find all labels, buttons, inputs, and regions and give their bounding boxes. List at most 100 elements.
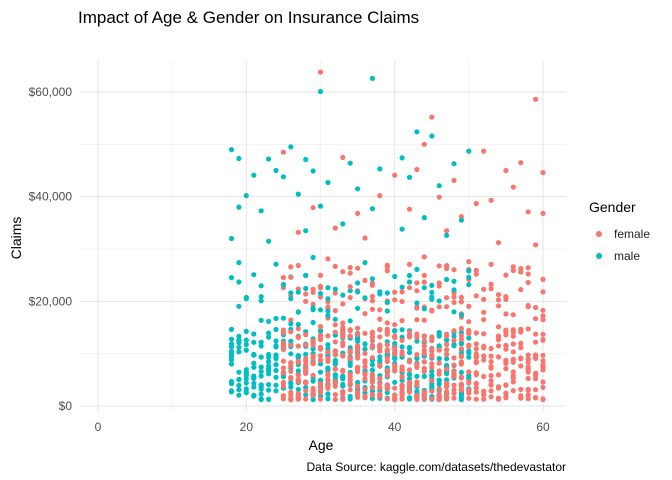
- data-point-female: [369, 355, 375, 361]
- data-point-female: [310, 289, 316, 295]
- data-point-female: [429, 396, 435, 402]
- data-point-female: [444, 341, 450, 348]
- data-point-male: [399, 327, 405, 333]
- data-point-female: [325, 358, 331, 364]
- data-point-female: [533, 395, 539, 401]
- data-point-female: [362, 358, 368, 364]
- data-point-female: [436, 304, 442, 310]
- data-point-male: [236, 303, 242, 309]
- data-point-female: [481, 373, 487, 380]
- data-point-female: [399, 289, 405, 295]
- data-point-male: [436, 183, 442, 189]
- data-point-female: [295, 394, 301, 400]
- data-point-female: [503, 294, 509, 300]
- y-tick-label: $60,000: [29, 85, 73, 99]
- data-point-female: [458, 359, 464, 365]
- data-point-female: [533, 371, 539, 377]
- data-point-female: [414, 394, 420, 401]
- data-point-female: [458, 353, 464, 359]
- data-point-female: [533, 331, 539, 337]
- data-point-female: [280, 274, 286, 281]
- data-point-female: [429, 334, 435, 340]
- legend-dot-male: [596, 253, 602, 259]
- data-point-male: [303, 392, 309, 398]
- data-point-female: [458, 299, 464, 305]
- data-point-female: [340, 396, 346, 402]
- data-point-female: [399, 318, 405, 324]
- data-point-female: [421, 365, 427, 371]
- data-point-male: [273, 261, 279, 267]
- data-point-male: [414, 266, 420, 272]
- data-point-male: [362, 295, 368, 301]
- data-point-female: [466, 319, 472, 325]
- data-point-female: [347, 294, 353, 301]
- data-point-female: [399, 366, 405, 372]
- data-point-male: [325, 391, 331, 397]
- data-point-female: [332, 396, 338, 403]
- data-point-female: [347, 264, 353, 271]
- data-point-male: [421, 285, 427, 291]
- data-point-female: [481, 148, 487, 154]
- data-point-male: [392, 273, 398, 280]
- data-point-female: [458, 214, 464, 220]
- data-point-female: [317, 396, 324, 402]
- data-point-female: [540, 364, 546, 370]
- data-point-female: [340, 391, 346, 397]
- data-point-female: [317, 69, 324, 75]
- data-point-male: [280, 282, 286, 288]
- data-point-male: [266, 330, 272, 336]
- data-point-female: [340, 343, 346, 349]
- data-point-female: [317, 324, 324, 330]
- data-point-female: [510, 379, 516, 385]
- data-point-female: [533, 353, 539, 359]
- data-point-female: [473, 380, 479, 386]
- data-point-male: [228, 147, 235, 153]
- data-point-female: [503, 311, 509, 317]
- data-point-male: [266, 318, 272, 324]
- data-point-female: [355, 394, 361, 400]
- data-point-male: [288, 321, 294, 327]
- data-point-female: [406, 381, 413, 387]
- data-point-male: [406, 396, 413, 402]
- data-point-male: [273, 344, 279, 350]
- data-point-male: [355, 186, 361, 192]
- data-point-male: [317, 203, 324, 209]
- data-point-female: [317, 333, 324, 339]
- data-point-male: [236, 376, 242, 383]
- data-point-male: [228, 388, 235, 394]
- data-point-female: [317, 272, 324, 278]
- data-point-male: [243, 347, 249, 353]
- data-point-female: [347, 371, 353, 377]
- data-point-male: [243, 193, 249, 199]
- data-point-female: [332, 263, 338, 269]
- data-point-male: [303, 285, 309, 292]
- data-point-male: [429, 133, 435, 139]
- data-point-female: [525, 209, 531, 215]
- data-point-female: [347, 284, 353, 290]
- data-point-male: [273, 388, 279, 394]
- data-point-female: [414, 352, 420, 358]
- data-point-female: [436, 371, 442, 377]
- data-point-female: [377, 326, 383, 333]
- data-point-female: [362, 330, 368, 336]
- data-point-female: [473, 351, 479, 357]
- data-point-female: [473, 330, 479, 336]
- data-point-female: [325, 304, 331, 310]
- data-point-female: [369, 293, 375, 299]
- data-point-male: [406, 371, 413, 378]
- data-point-female: [317, 381, 324, 387]
- data-point-female: [451, 395, 457, 401]
- data-point-female: [421, 338, 427, 344]
- data-point-female: [436, 393, 442, 399]
- data-point-female: [325, 256, 331, 262]
- data-point-female: [421, 279, 427, 285]
- data-point-female: [332, 349, 338, 355]
- x-axis-ticks: 0 20 40 60: [95, 420, 550, 434]
- x-tick-label: 60: [536, 420, 550, 434]
- data-point-female: [540, 210, 546, 216]
- data-point-female: [406, 334, 413, 340]
- data-point-male: [466, 148, 472, 154]
- data-point-female: [392, 351, 398, 357]
- data-point-female: [495, 343, 502, 349]
- data-point-male: [280, 315, 286, 321]
